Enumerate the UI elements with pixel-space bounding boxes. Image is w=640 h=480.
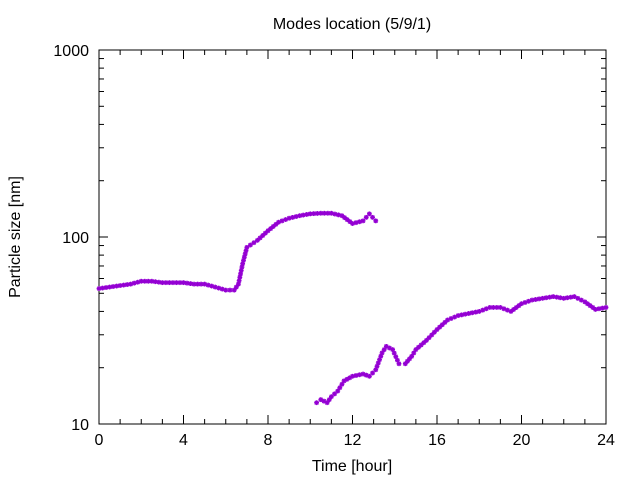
data-point-interp xyxy=(251,240,257,246)
data-point-interp xyxy=(293,214,299,219)
x-tick-label: 16 xyxy=(428,432,446,449)
data-point-interp xyxy=(216,285,222,291)
data-points xyxy=(96,210,609,406)
data-point-interp xyxy=(357,219,362,225)
plot-frame xyxy=(98,49,607,425)
data-point xyxy=(434,327,440,332)
data-point-interp xyxy=(135,279,141,285)
axis-tick-labels: 0 4 8 12 16 20 24 10 100 1000 xyxy=(53,43,615,449)
data-point-interp xyxy=(344,217,350,223)
data-point xyxy=(286,215,292,221)
y-tick-label: 1000 xyxy=(53,43,89,60)
data-point-interp xyxy=(494,305,500,310)
data-point-interp xyxy=(370,214,375,220)
data-point-interp xyxy=(578,297,584,303)
data-point xyxy=(379,350,385,356)
x-tick-label: 24 xyxy=(597,432,615,449)
data-point-interp xyxy=(243,248,249,254)
data-point xyxy=(396,361,402,367)
x-tick-label: 0 xyxy=(95,432,104,449)
data-point-interp xyxy=(311,211,317,217)
data-point-interp xyxy=(290,214,296,220)
data-point xyxy=(367,211,372,217)
x-tick-label: 20 xyxy=(513,432,531,449)
data-point xyxy=(409,353,415,359)
data-point-interp xyxy=(585,301,590,307)
data-point-interp xyxy=(452,314,458,320)
data-point xyxy=(350,221,355,226)
data-point xyxy=(603,305,609,310)
data-point-interp xyxy=(411,350,417,356)
x-tick-label: 12 xyxy=(344,432,362,449)
data-point-interp xyxy=(227,287,233,293)
y-tick-label: 100 xyxy=(62,230,89,247)
x-tick-label: 4 xyxy=(179,432,188,449)
data-point xyxy=(367,373,372,379)
data-point xyxy=(402,361,408,367)
data-point xyxy=(212,284,218,290)
x-axis-label: Time [hour] xyxy=(312,458,392,475)
data-point-interp xyxy=(247,242,253,248)
data-point xyxy=(550,294,556,300)
data-point-interp xyxy=(363,214,369,220)
data-point-interp xyxy=(163,280,169,286)
data-point-interp xyxy=(374,363,380,369)
data-point-interp xyxy=(421,340,427,346)
data-point-interp xyxy=(381,347,387,353)
y-axis-label: Particle size [nm] xyxy=(7,176,24,298)
data-point xyxy=(335,388,341,394)
data-point xyxy=(231,287,237,293)
y-tick-label: 10 xyxy=(71,417,89,434)
data-point-interp xyxy=(326,397,332,403)
data-point-interp xyxy=(262,230,268,236)
data-point xyxy=(328,210,334,216)
data-point-interp xyxy=(418,342,424,348)
data-point xyxy=(314,400,319,406)
data-point-interp xyxy=(332,211,338,217)
data-point xyxy=(223,287,229,293)
data-point-interp xyxy=(336,212,341,218)
data-point xyxy=(265,228,271,234)
data-point-interp xyxy=(370,370,375,376)
data-point-interp xyxy=(174,280,179,286)
data-point-interp xyxy=(219,286,225,292)
data-point-interp xyxy=(353,220,359,226)
data-point-interp xyxy=(339,381,345,387)
x-tick-label: 8 xyxy=(264,432,273,449)
data-point xyxy=(244,244,250,250)
axis-ticks xyxy=(98,49,607,425)
data-point xyxy=(328,394,334,400)
chart-title: Modes location (5/9/1) xyxy=(273,16,431,33)
data-point-interp xyxy=(337,385,343,391)
data-point-interp xyxy=(407,356,412,362)
data-point xyxy=(360,218,366,224)
data-point-interp xyxy=(431,329,437,335)
data-point xyxy=(307,211,313,217)
data-point xyxy=(373,218,379,224)
